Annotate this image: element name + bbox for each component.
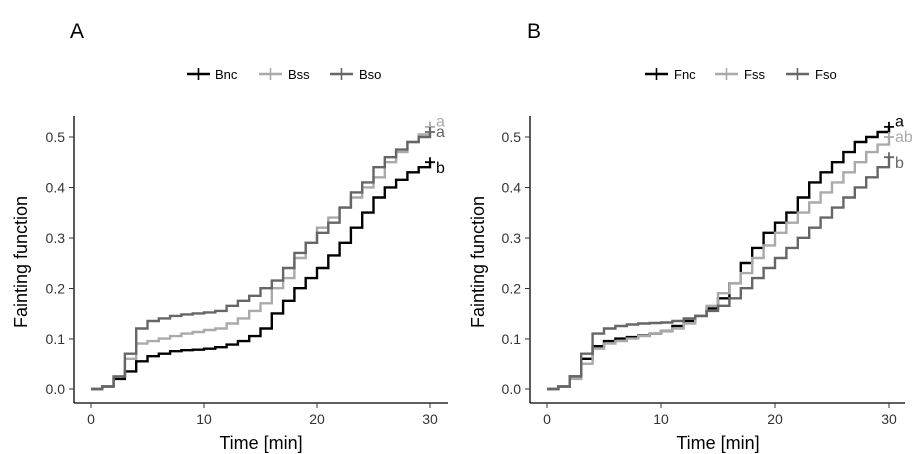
legend-b-label-2: Fso [815,67,837,82]
censor-mark-a-bso [425,127,435,137]
x-tick-label-a-1: 10 [196,411,212,427]
y-tick-label-a-1: 0.1 [46,331,66,347]
series-group-b: aab b [547,113,913,391]
x-tick-label-a-0: 0 [87,411,95,427]
series-group-a: b aa [91,113,445,391]
y-axis-title-a: Fainting function [11,196,31,328]
x-tick-label-b-1: 10 [653,411,669,427]
y-ticks-b: 0.0 0.1 0.2 0.3 0.4 0.5 [502,129,530,397]
x-tick-label-a-2: 20 [309,411,325,427]
panel-b: B Fnc Fss Fso 0.0 0.1 0.2 0.3 [468,20,913,453]
y-tick-label-a-2: 0.2 [46,281,66,297]
panel-b-letter: B [527,20,541,43]
y-tick-label-b-4: 0.4 [502,180,522,196]
y-tick-label-b-5: 0.5 [502,129,522,145]
end-label-b-fnc: a [895,113,904,130]
censor-mark-b-fss [884,132,894,142]
x-ticks-a: 0 10 20 30 [87,403,438,427]
panel-a-letter: A [70,20,84,43]
y-tick-label-a-4: 0.4 [46,180,66,196]
series-line-b-fso [547,157,891,391]
series-line-a-bso [91,132,432,391]
censor-mark-b-fnc [884,121,894,132]
y-tick-label-b-3: 0.3 [502,230,522,246]
legend-a-label-1: Bss [288,67,310,82]
end-label-a-bss: a [436,113,445,130]
end-label-a-bnc: b [436,160,445,177]
x-tick-label-a-3: 30 [422,411,438,427]
legend-b-label-1: Fss [744,67,765,82]
legend-a: Bnc Bss Bso [187,67,381,82]
y-tick-label-b-1: 0.1 [502,331,522,347]
y-axis-title-b: Fainting function [468,196,488,328]
censor-mark-b-fso [884,152,894,163]
legend-b-label-0: Fnc [674,67,696,82]
y-tick-label-a-0: 0.0 [46,381,66,397]
x-tick-label-b-3: 30 [881,411,897,427]
x-axis-title-a: Time [min] [219,433,302,453]
legend-a-label-0: Bnc [215,67,238,82]
end-label-b-fso: b [895,155,904,172]
panel-a: A Bnc Bss Bso 0.0 0.1 0.2 0.3 [11,20,448,453]
y-tick-label-b-2: 0.2 [502,281,522,297]
end-label-a-bso: a [436,124,445,141]
legend-a-label-2: Bso [359,67,381,82]
censor-mark-a-bnc [425,157,435,168]
x-axis-title-b: Time [min] [676,433,759,453]
y-tick-label-b-0: 0.0 [502,381,522,397]
end-label-b-fss: ab [895,129,913,146]
series-line-b-fss [547,137,891,391]
legend-b: Fnc Fss Fso [645,67,837,82]
x-ticks-b: 0 10 20 30 [543,403,897,427]
y-ticks-a: 0.0 0.1 0.2 0.3 0.4 0.5 [46,129,74,397]
x-tick-label-b-2: 20 [767,411,783,427]
series-line-a-bnc [91,162,432,391]
x-tick-label-b-0: 0 [543,411,551,427]
y-tick-label-a-5: 0.5 [46,129,66,145]
y-tick-label-a-3: 0.3 [46,230,66,246]
